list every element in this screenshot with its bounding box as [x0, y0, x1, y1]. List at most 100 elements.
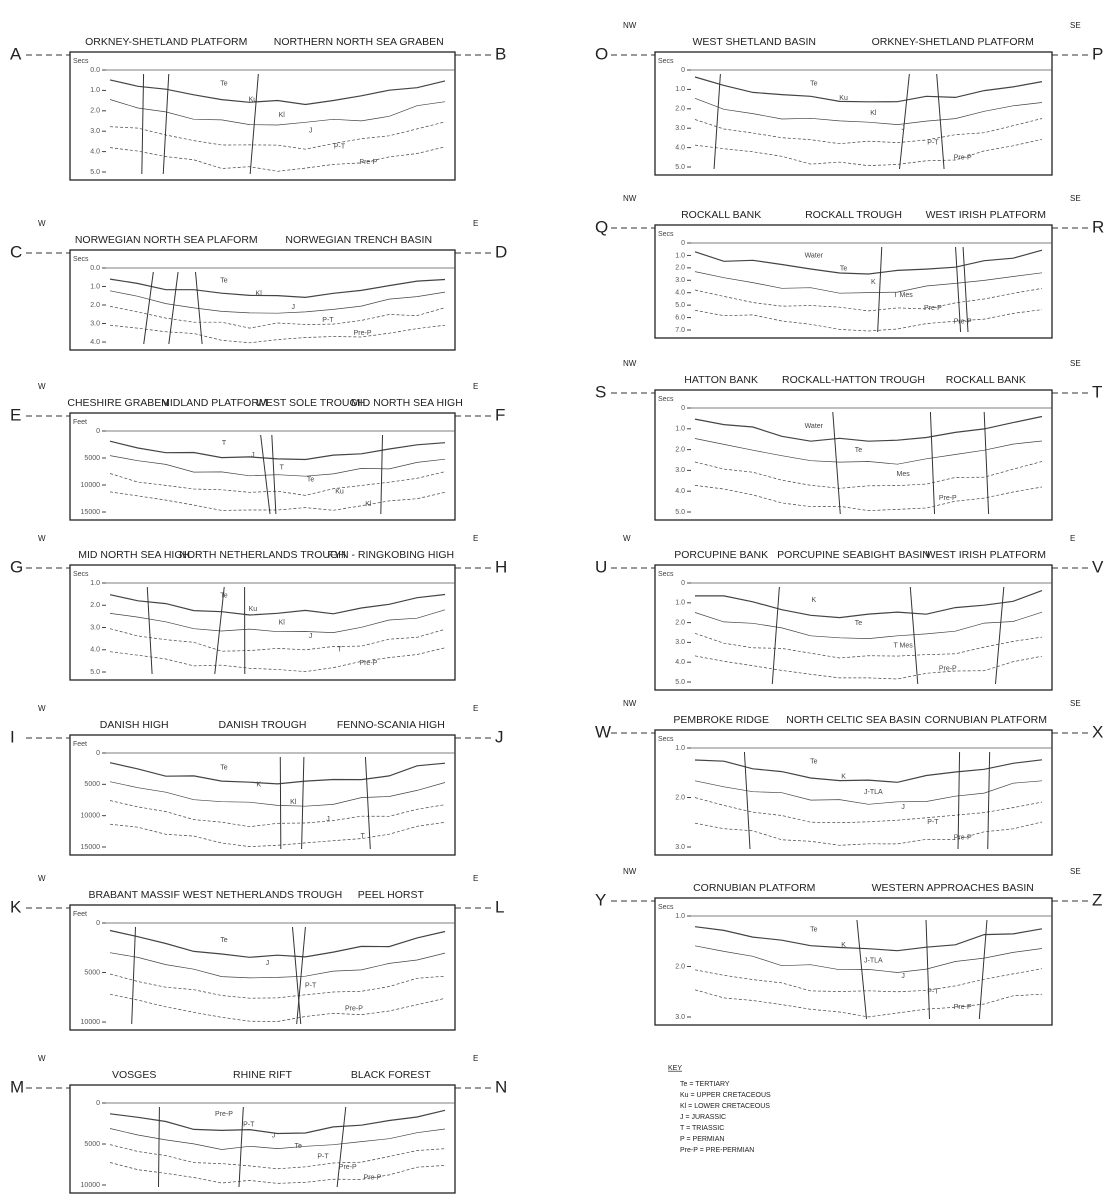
depth-label: 3.0 [90, 320, 100, 327]
depth-label: 10000 [81, 482, 101, 489]
depth-label: 3.0 [675, 125, 685, 132]
section-frame [70, 565, 455, 680]
unit-label: T [280, 464, 285, 471]
unit-label: Kl [870, 110, 877, 117]
region-label: BRABANT MASSIF [88, 889, 179, 901]
depth-label: 15000 [81, 844, 101, 851]
unit-label: Te [220, 81, 228, 88]
section-frame [70, 905, 455, 1030]
section-end: R [1092, 217, 1104, 236]
cross-section: MNWEVOSGESRHINE RIFTBLACK FOREST05000100… [10, 1054, 507, 1193]
axis-unit: Secs [658, 58, 674, 65]
depth-label: 4.0 [675, 290, 685, 297]
cross-section: OPNWSEWEST SHETLAND BASINORKNEY-SHETLAND… [595, 21, 1103, 175]
unit-label: J [309, 128, 313, 135]
unit-label: Te [855, 620, 863, 627]
depth-label: 3.0 [675, 277, 685, 284]
unit-label: Pre-P [339, 1164, 357, 1171]
depth-label: 5.0 [675, 679, 685, 686]
direction: E [473, 1054, 478, 1063]
section-start: W [595, 722, 611, 741]
direction: SE [1070, 867, 1081, 876]
direction: NW [623, 867, 637, 876]
depth-label: 4.0 [675, 144, 685, 151]
depth-label: 6.0 [675, 314, 685, 321]
depth-label: 5000 [84, 969, 100, 976]
unit-label: P-T [927, 140, 939, 147]
unit-label: Pre-P [954, 834, 972, 841]
direction: NW [623, 359, 637, 368]
region-label: PORCUPINE BANK [674, 549, 768, 561]
depth-label: 3.0 [675, 467, 685, 474]
region-label: PORCUPINE SEABIGHT BASIN [777, 549, 930, 561]
section-end: T [1092, 382, 1102, 401]
direction: SE [1070, 21, 1081, 30]
direction: W [38, 219, 46, 228]
region-label: NORWEGIAN TRENCH BASIN [285, 234, 432, 246]
depth-label: 5000 [84, 1141, 100, 1148]
section-frame [70, 1085, 455, 1193]
depth-label: 3.0 [675, 639, 685, 646]
unit-label: P-T [334, 143, 346, 150]
unit-label: Ku [335, 489, 344, 496]
axis-unit: Feet [73, 419, 87, 426]
section-end: B [495, 44, 506, 63]
section-start: M [10, 1077, 24, 1096]
depth-label: 1.0 [90, 283, 100, 290]
unit-label: K [841, 942, 846, 949]
region-label: ROCKALL BANK [681, 209, 761, 221]
axis-unit: Feet [73, 911, 87, 918]
unit-label: Pre-P [954, 318, 972, 325]
unit-label: P-T [243, 1122, 255, 1129]
direction: W [38, 534, 46, 543]
unit-label: Pre-P [924, 305, 942, 312]
unit-label: J [901, 125, 905, 132]
unit-label: T Mes [893, 643, 913, 650]
depth-label: 2.0 [675, 446, 685, 453]
depth-label: 2.0 [90, 302, 100, 309]
unit-label: T Mes [893, 292, 913, 299]
axis-unit: Feet [73, 741, 87, 748]
section-end: N [495, 1077, 507, 1096]
direction: W [623, 534, 631, 543]
cross-section: WXNWSEPEMBROKE RIDGENORTH CELTIC SEA BAS… [595, 699, 1103, 855]
region-label: DANISH TROUGH [219, 719, 307, 731]
unit-label: P-T [317, 1153, 329, 1160]
unit-label: Mes [897, 471, 911, 478]
region-label: ROCKALL-HATTON TROUGH [782, 374, 925, 386]
unit-label: Pre-P [359, 660, 377, 667]
region-label: CHESHIRE GRABEN [67, 397, 169, 409]
unit-label: K [256, 782, 261, 789]
unit-label: T [337, 647, 342, 654]
unit-label: Water [805, 252, 824, 259]
cross-section: CDWENORWEGIAN NORTH SEA PLAFORMNORWEGIAN… [10, 219, 507, 350]
key-item: J = JURASSIC [680, 1114, 726, 1121]
section-end: L [495, 897, 504, 916]
section-start: S [595, 382, 606, 401]
depth-label: 1.0 [675, 745, 685, 752]
region-label: NORWEGIAN NORTH SEA PLAFORM [75, 234, 258, 246]
unit-label: P-T [322, 317, 334, 324]
section-frame [655, 565, 1052, 690]
direction: E [473, 704, 478, 713]
direction: E [1070, 534, 1075, 543]
unit-label: Te [855, 447, 863, 454]
section-end: V [1092, 557, 1104, 576]
unit-label: Kl [256, 291, 263, 298]
depth-label: 4.0 [90, 148, 100, 155]
unit-label: Pre-P [354, 330, 372, 337]
unit-label: K [871, 279, 876, 286]
depth-label: 10000 [81, 813, 101, 820]
depth-label: 5.0 [675, 302, 685, 309]
direction: W [38, 704, 46, 713]
unit-label: Pre-P [939, 665, 957, 672]
axis-unit: Secs [658, 904, 674, 911]
unit-label: Te [810, 758, 818, 765]
depth-label: 1.0 [675, 913, 685, 920]
section-end: F [495, 405, 505, 424]
unit-label: J [292, 304, 296, 311]
